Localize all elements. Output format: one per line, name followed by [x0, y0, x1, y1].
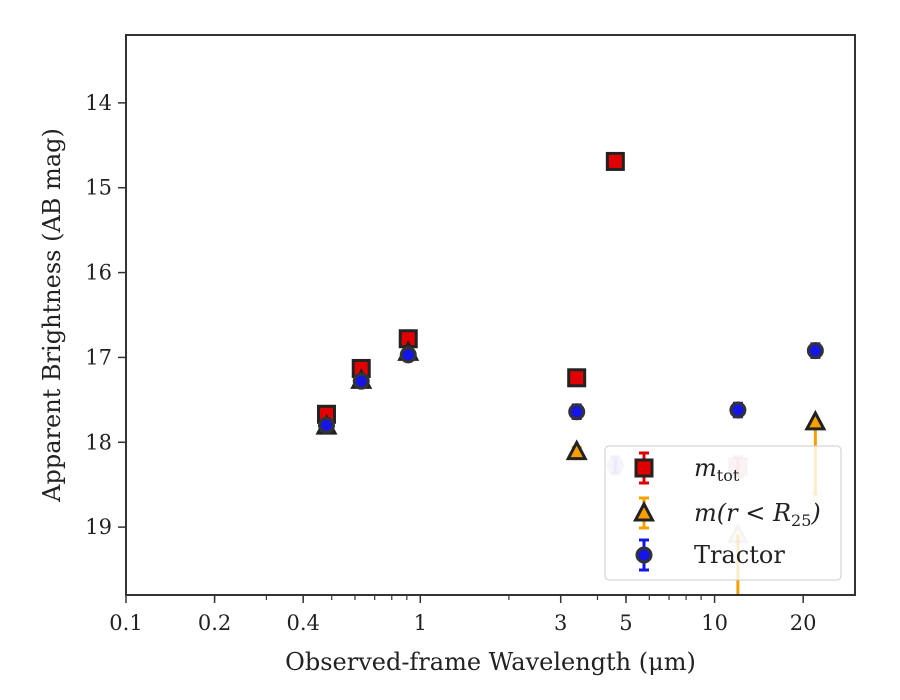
y-tick-label: 15 [85, 176, 112, 200]
x-tick-label: 3 [554, 611, 567, 635]
x-tick-label: 1 [414, 611, 427, 635]
circle-point [806, 342, 824, 360]
y-tick-label: 14 [85, 91, 112, 115]
triangle-point [565, 439, 588, 461]
axis-ticks: 0.1 0.2 0.4 1 3 5 10 20 14 15 16 17 18 19 [85, 91, 816, 635]
x-axis-title: Observed-frame Wavelength (μm) [285, 648, 696, 676]
circle-point [568, 403, 586, 421]
legend-square-marker [634, 458, 654, 478]
y-tick-label: 19 [85, 515, 112, 539]
legend-label: Tractor [694, 541, 785, 569]
y-axis-title: Apparent Brightness (AB mag) [38, 128, 66, 503]
legend: mtot m(r < R25) Tractor [604, 445, 842, 581]
y-tick-label: 18 [85, 430, 112, 454]
x-tick-label: 5 [619, 611, 632, 635]
circle-point [352, 372, 370, 390]
y-tick-label: 17 [85, 345, 112, 369]
x-tick-label: 20 [790, 611, 817, 635]
legend-triangle-marker [633, 500, 655, 522]
square-point [567, 368, 587, 388]
legend-box [604, 445, 842, 581]
circle-point [399, 346, 417, 364]
triangle-point [804, 409, 827, 431]
x-tick-label: 0.1 [109, 611, 142, 635]
legend-label: m(r < R25) [694, 499, 821, 530]
legend-circle-marker [635, 546, 653, 564]
circle-point [729, 401, 747, 419]
plot-area-frame [125, 34, 856, 596]
x-tick-label: 0.2 [198, 611, 231, 635]
x-tick-label: 10 [701, 611, 728, 635]
y-tick-label: 16 [85, 261, 112, 285]
legend-label: mtot [694, 454, 740, 485]
circle-point [317, 416, 335, 434]
x-tick-label: 0.4 [286, 611, 319, 635]
square-point [605, 151, 625, 171]
